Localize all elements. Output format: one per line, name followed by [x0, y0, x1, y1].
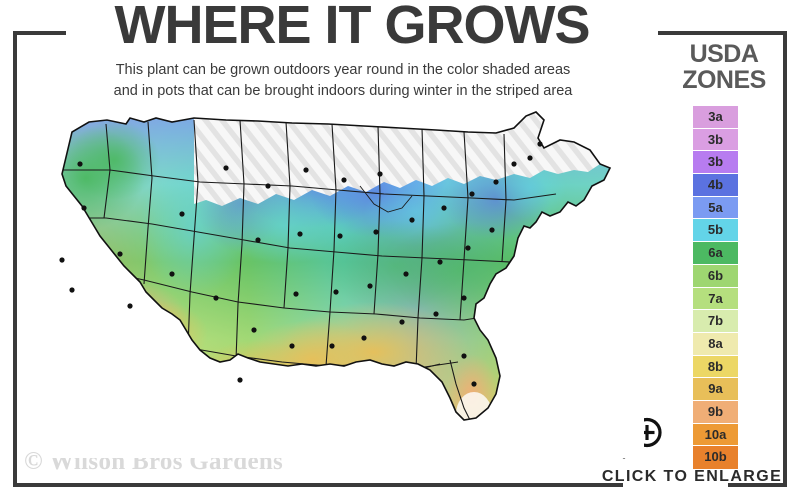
legend-zone-label: 6a	[708, 245, 723, 261]
legend-zone-swatch: 7b	[693, 310, 738, 333]
subtitle-line-1: This plant can be grown outdoors year ro…	[115, 62, 571, 78]
legend-heading: USDA ZONES	[660, 40, 788, 94]
legend-zone-swatch: 8a	[693, 332, 738, 356]
legend-zone-label: 10b	[704, 449, 727, 465]
legend-zone-swatch: 10b	[693, 446, 738, 469]
frame-left-border	[13, 31, 17, 487]
legend-zone-label: 3a	[708, 109, 723, 124]
legend-zone-swatch: 3a	[693, 106, 738, 129]
subtitle: This plant can be grown outdoors year ro…	[58, 60, 628, 101]
legend-zone-swatch: 9a	[693, 378, 738, 401]
legend-zone-label: 4b	[707, 177, 724, 193]
legend-zone-swatch: 6b	[693, 264, 738, 288]
frame-top-left-border	[13, 31, 66, 35]
legend-zone-label: 6b	[707, 267, 724, 283]
legend-heading-line-2: ZONES	[682, 65, 766, 94]
legend-zone-swatch: 10a	[693, 423, 738, 447]
legend-zone-swatch: 3b	[693, 128, 738, 152]
legend-zone-label: 7b	[707, 313, 724, 329]
usda-zone-legend: 3a 3b 3b 4b 5a 5b 6a 6b 7a 7b 8a 8b 9a 9b 10a 10b	[693, 106, 738, 469]
legend-zone-swatch: 4b	[693, 174, 738, 197]
legend-zone-label: 5a	[708, 199, 723, 215]
legend-zone-label: 8a	[708, 335, 723, 351]
page-title: WHERE IT GROWS	[114, 0, 591, 55]
frame-right-border	[783, 31, 787, 487]
legend-zone-label: 8b	[707, 358, 724, 374]
frame-bottom-left-border	[13, 483, 623, 487]
usda-hardiness-zone-map[interactable]	[44, 108, 644, 458]
legend-zone-swatch: 3b	[693, 151, 738, 175]
frame-bottom-right-border	[728, 483, 787, 487]
click-to-enlarge-label[interactable]: CLICK TO ENLARGE	[601, 468, 783, 485]
legend-zone-label: 7a	[708, 290, 723, 306]
legend-zone-swatch: 5b	[693, 219, 738, 243]
legend-zone-swatch: 6a	[693, 242, 738, 265]
legend-zone-label: 9a	[708, 381, 723, 397]
legend-zone-swatch: 9b	[693, 400, 738, 424]
legend-zone-label: 9b	[707, 403, 724, 419]
legend-zone-swatch: 7a	[693, 287, 738, 311]
legend-zone-label: 3b	[707, 154, 724, 170]
frame-top-right-border	[658, 31, 787, 35]
legend-zone-label: 5b	[707, 222, 724, 238]
map-national-outline	[61, 111, 612, 421]
map-city-dots	[59, 141, 543, 387]
legend-zone-swatch: 8b	[693, 355, 738, 379]
legend-zone-swatch: 5a	[693, 196, 738, 220]
legend-heading-line-1: USDA	[689, 40, 759, 68]
legend-zone-label: 10a	[704, 426, 727, 442]
legend-zone-label: 3b	[707, 131, 724, 147]
subtitle-line-2: and in pots that can be brought indoors …	[113, 82, 573, 99]
